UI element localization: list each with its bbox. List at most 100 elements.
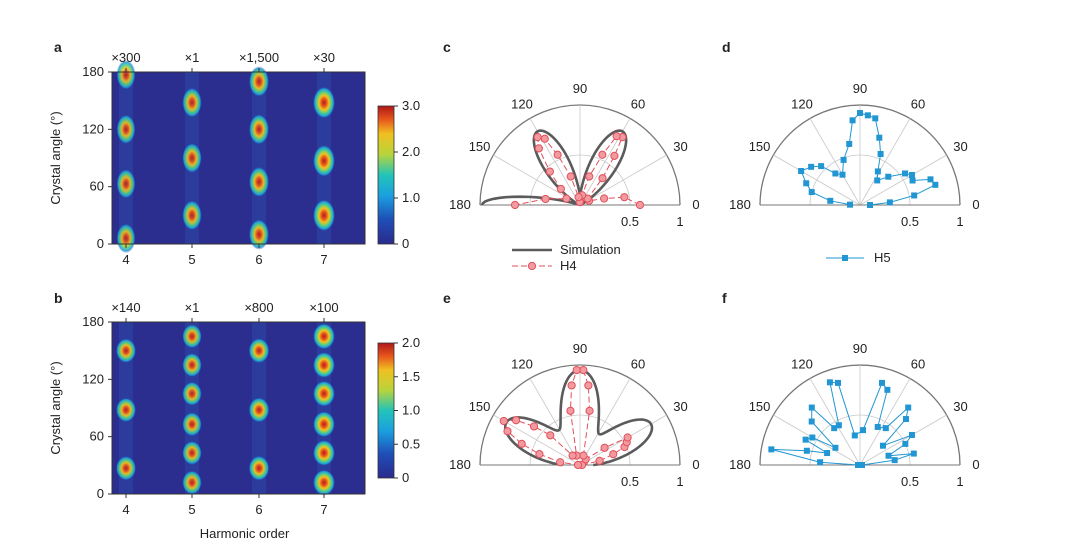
angle-tick-label: 180 xyxy=(729,197,751,212)
polar-grid-spoke xyxy=(859,118,911,206)
polar-grid-spoke xyxy=(579,154,667,206)
angle-tick-label: 60 xyxy=(631,357,645,372)
data-point-h5 xyxy=(855,462,861,468)
panel-letter-a: a xyxy=(54,39,62,55)
harmonic-spot xyxy=(116,169,136,199)
radial-tick-label: 1 xyxy=(956,214,963,229)
polar-panel-d: d 180 150 120 90 60 30 0 0.5 1 H5 xyxy=(722,39,980,265)
data-point-h5 xyxy=(826,379,833,386)
data-point-h4 xyxy=(566,172,575,181)
angle-tick-label: 150 xyxy=(469,399,491,414)
harmonic-spot xyxy=(182,143,202,173)
data-point-h5 xyxy=(932,181,939,188)
harmonic-spot xyxy=(182,324,202,349)
polar-grid-spoke xyxy=(859,378,911,466)
x-tick-label: 5 xyxy=(188,252,195,267)
angle-tick-label: 0 xyxy=(972,197,979,212)
colorbar-tick-label: 3.0 xyxy=(402,98,420,113)
harmonic-spot xyxy=(182,470,202,495)
simulation-curve xyxy=(503,368,654,467)
harmonic-spot xyxy=(313,323,335,350)
data-point-h5 xyxy=(808,418,815,425)
polar-grid-spoke xyxy=(809,118,861,206)
x-tick-label: 7 xyxy=(320,252,327,267)
y-axis-title: Crystal angle (°) xyxy=(48,111,63,204)
angle-tick-label: 120 xyxy=(511,97,533,112)
x-tick-label: 4 xyxy=(122,252,129,267)
harmonic-spot xyxy=(115,338,137,363)
harmonic-spot xyxy=(115,455,137,481)
data-point-h5 xyxy=(846,140,853,147)
data-point-h4 xyxy=(562,194,571,203)
angle-tick-label: 120 xyxy=(791,97,813,112)
x-tick-label: 6 xyxy=(255,502,262,517)
harmonic-spot xyxy=(248,66,270,97)
data-point-h4 xyxy=(503,427,512,436)
data-point-h4 xyxy=(556,184,565,194)
colorbar xyxy=(377,342,395,479)
data-point-h4 xyxy=(609,450,618,459)
angle-tick-label: 60 xyxy=(911,97,925,112)
data-point-h5 xyxy=(831,425,838,432)
data-point-h5 xyxy=(874,423,881,430)
polar-grid-spoke xyxy=(529,118,581,206)
data-point-h5 xyxy=(874,168,881,175)
data-point-h5 xyxy=(908,432,915,438)
top-multiplier-label: ×140 xyxy=(111,300,140,315)
angle-tick-label: 30 xyxy=(673,139,687,154)
data-point-h5 xyxy=(768,446,775,453)
data-point-h5 xyxy=(902,416,909,423)
data-point-h4 xyxy=(567,381,576,390)
x-axis-title: Harmonic order xyxy=(200,526,290,541)
data-point-h5 xyxy=(902,440,909,447)
data-point-h5 xyxy=(886,199,893,206)
x-tick-label: 6 xyxy=(255,252,262,267)
data-point-h4 xyxy=(499,416,508,426)
data-point-h5 xyxy=(839,171,846,178)
legend-swatch-h4-marker xyxy=(527,261,537,271)
radial-tick-label: 0.5 xyxy=(621,474,639,489)
data-point-h5 xyxy=(910,450,917,457)
data-point-h5 xyxy=(879,442,886,449)
angle-tick-label: 0 xyxy=(692,197,699,212)
data-point-h4 xyxy=(529,422,539,431)
y-tick-label: 180 xyxy=(82,64,104,79)
angle-tick-label: 120 xyxy=(511,357,533,372)
data-point-h4 xyxy=(635,200,645,210)
harmonic-spot xyxy=(116,223,136,254)
data-point-h5 xyxy=(827,197,834,204)
radial-tick-label: 0.5 xyxy=(901,474,919,489)
data-point-h5 xyxy=(851,432,858,439)
angle-tick-label: 150 xyxy=(469,139,491,154)
angle-tick-label: 150 xyxy=(749,139,771,154)
data-point-h5 xyxy=(864,112,871,119)
data-point-h4 xyxy=(540,134,549,143)
colorbar-tick-label: 1.0 xyxy=(402,190,420,205)
harmonic-spot xyxy=(182,87,202,118)
data-point-h5 xyxy=(884,386,891,393)
angle-tick-label: 180 xyxy=(729,457,751,472)
data-point-h5 xyxy=(882,425,889,432)
angle-tick-label: 150 xyxy=(749,399,771,414)
data-point-h5 xyxy=(927,176,934,183)
data-point-h4 xyxy=(534,144,543,153)
data-point-h4 xyxy=(510,200,520,210)
data-point-h5 xyxy=(803,180,810,187)
data-point-h4 xyxy=(584,381,593,390)
data-point-h4 xyxy=(623,433,632,442)
polar-panel-e: e 180 150 120 90 60 30 0 0.5 1 xyxy=(443,290,700,489)
harmonic-spot xyxy=(313,380,335,407)
data-point-h5 xyxy=(802,436,809,443)
harmonic-spot xyxy=(116,60,136,90)
colorbar-tick-label: 0 xyxy=(402,470,409,485)
colorbar-tick-label: 2.0 xyxy=(402,144,420,159)
harmonic-spot xyxy=(182,440,202,465)
data-point-h5 xyxy=(905,404,912,411)
top-multiplier-label: ×100 xyxy=(309,300,338,315)
polar-panel-f: f 180 150 120 90 60 30 0 0.5 1 xyxy=(722,290,980,489)
legend-swatch-h5-marker xyxy=(842,255,848,261)
harmonic-spot xyxy=(182,200,202,231)
top-multiplier-label: ×800 xyxy=(244,300,273,315)
